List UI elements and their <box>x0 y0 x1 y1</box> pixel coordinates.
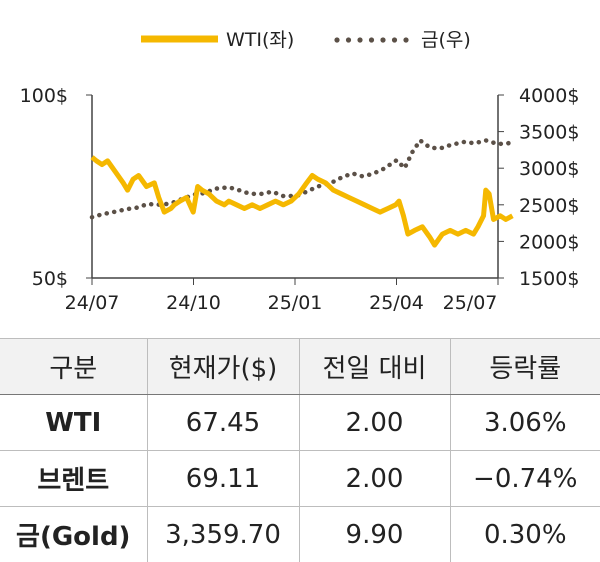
header-change-rate: 등락률 <box>450 339 600 395</box>
x-tick-label: 25/01 <box>268 292 323 314</box>
cell-change-rate: 3.06% <box>450 395 600 451</box>
cell-current-price: 3,359.70 <box>147 507 299 562</box>
x-tick-label: 24/10 <box>166 292 221 314</box>
cell-current-price: 67.45 <box>147 395 299 451</box>
legend-gold-swatch <box>334 37 408 42</box>
row-name: 금(Gold) <box>0 507 147 562</box>
y-right-tick-label: 2000$ <box>519 231 579 253</box>
legend-wti-label: WTI(좌) <box>226 29 294 51</box>
table-header-row: 구분 현재가($) 전일 대비 등락률 <box>0 339 600 395</box>
legend-gold-dot <box>357 37 362 42</box>
series-wti-line <box>92 157 512 245</box>
row-name: 브렌트 <box>0 451 147 507</box>
y-right-ticks <box>498 95 504 278</box>
legend-gold-dot <box>346 37 351 42</box>
x-tick-label: 25/04 <box>369 292 424 314</box>
table-row: 금(Gold) 3,359.70 9.90 0.30% <box>0 507 600 562</box>
table-row: WTI 67.45 2.00 3.06% <box>0 395 600 451</box>
plot-area <box>92 140 513 245</box>
legend: WTI(좌) 금(우) <box>141 29 471 51</box>
legend-gold-dot <box>369 37 374 42</box>
y-right-tick-label: 3500$ <box>519 122 579 144</box>
y-right-tick-label: 2500$ <box>519 195 579 217</box>
y-right-tick-label: 3000$ <box>519 158 579 180</box>
x-ticks <box>92 278 498 285</box>
cell-change: 9.90 <box>299 507 450 562</box>
header-category: 구분 <box>0 339 147 395</box>
legend-gold-label: 금(우) <box>421 29 471 51</box>
legend-gold-dot <box>334 37 339 42</box>
cell-change-rate: −0.74% <box>450 451 600 507</box>
cell-current-price: 69.11 <box>147 451 299 507</box>
header-current-price: 현재가($) <box>147 339 299 395</box>
x-tick-label: 24/07 <box>65 292 120 314</box>
row-name: WTI <box>0 395 147 451</box>
x-tick-label: 25/07 <box>443 292 498 314</box>
legend-gold-dot <box>403 37 408 42</box>
y-right-tick-label: 4000$ <box>519 85 579 107</box>
table-row: 브렌트 69.11 2.00 −0.74% <box>0 451 600 507</box>
series-gold-line <box>92 140 512 217</box>
y-left-tick-label: 100$ <box>20 85 68 107</box>
cell-change: 2.00 <box>299 451 450 507</box>
price-chart: WTI(좌) 금(우) 100$ 50$ 4000$ 3500$ 3000$ 2… <box>0 0 600 330</box>
cell-change-rate: 0.30% <box>450 507 600 562</box>
cell-change: 2.00 <box>299 395 450 451</box>
legend-gold-dot <box>392 37 397 42</box>
price-table: 구분 현재가($) 전일 대비 등락률 WTI 67.45 2.00 3.06%… <box>0 338 600 562</box>
y-right-tick-label: 1500$ <box>519 268 579 290</box>
header-change: 전일 대비 <box>299 339 450 395</box>
y-left-tick-label: 50$ <box>32 268 68 290</box>
legend-gold-dot <box>380 37 385 42</box>
